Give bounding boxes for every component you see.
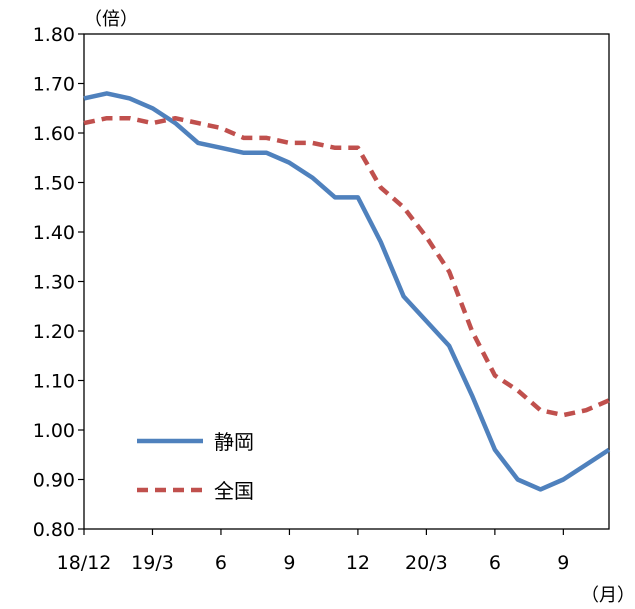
x-unit-label: （月） [581, 585, 635, 606]
y-tick-label: 1.50 [33, 173, 75, 195]
y-tick-label: 1.40 [33, 222, 75, 244]
legend-label-shizuoka: 静岡 [214, 430, 254, 454]
x-axis: 18/12 19/3 6 9 12 20/3 6 9 [57, 529, 569, 574]
y-axis: 1.80 1.70 1.60 1.50 1.40 1.30 1.20 1.10 1.00 0.90… [33, 24, 84, 541]
y-tick-label: 1.30 [33, 272, 75, 294]
y-tick-label: 1.60 [33, 123, 75, 145]
y-tick-label: 1.70 [33, 74, 75, 96]
y-tick-label: 1.20 [33, 321, 75, 343]
y-tick-label: 1.10 [33, 371, 75, 393]
series-line-national [83, 115, 610, 418]
y-tick-label: 1.80 [33, 24, 75, 46]
plot-area [83, 33, 610, 530]
legend-label-national: 全国 [214, 479, 254, 503]
x-tick-label: 6 [489, 552, 501, 574]
x-tick-label: 6 [215, 552, 227, 574]
x-tick-label: 9 [283, 552, 295, 574]
y-tick-label: 0.80 [33, 519, 75, 541]
x-tick-label: 19/3 [131, 552, 174, 574]
legend: 静岡 全国 [137, 430, 254, 503]
y-tick-label: 1.00 [33, 420, 75, 442]
x-tick-label: 9 [557, 552, 569, 574]
y-tick-label: 0.90 [33, 470, 75, 492]
x-tick-label: 12 [346, 552, 370, 574]
x-tick-label: 20/3 [405, 552, 448, 574]
series-line-shizuoka [83, 91, 611, 492]
series-group [83, 91, 611, 492]
y-unit-label: （倍） [84, 9, 138, 30]
x-tick-label: 18/12 [57, 552, 112, 574]
